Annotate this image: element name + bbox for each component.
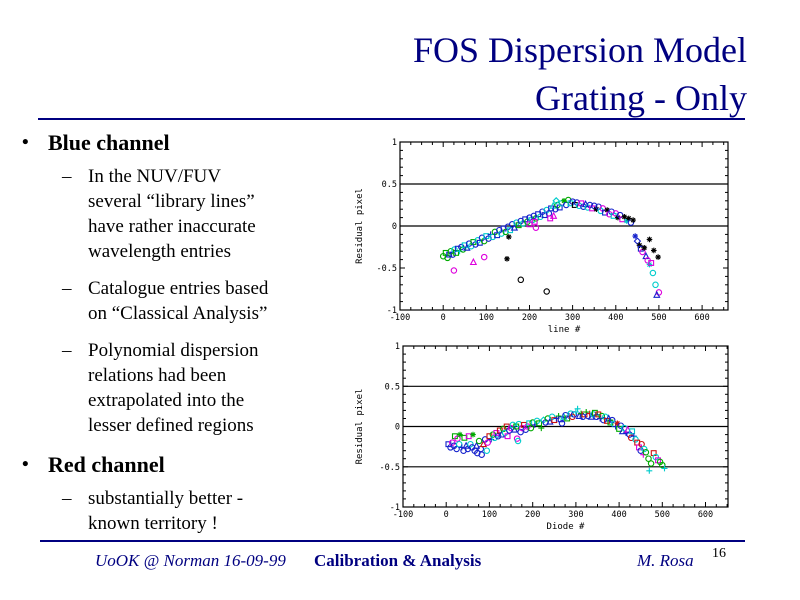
svg-text:-100: -100 xyxy=(390,313,410,323)
page-number: 16 xyxy=(712,546,726,561)
svg-text:0.5: 0.5 xyxy=(385,382,400,392)
svg-text:500: 500 xyxy=(655,510,670,520)
sub-bullet: – substantially better - known territory… xyxy=(10,486,355,536)
sub-bullet-text: In the NUV/FUV several “library lines” h… xyxy=(88,166,256,262)
svg-text:0: 0 xyxy=(392,222,397,232)
sub-bullet: – Polynomial dispersion relations had be… xyxy=(10,338,355,438)
svg-text:300: 300 xyxy=(565,313,580,323)
dash-icon: – xyxy=(62,340,72,361)
svg-text:600: 600 xyxy=(698,510,713,520)
footer-author: M. Rosa xyxy=(637,551,694,570)
svg-text:-1: -1 xyxy=(387,306,397,316)
svg-text:600: 600 xyxy=(694,313,709,323)
bullet-list: • Blue channel – In the NUV/FUV several … xyxy=(10,128,355,548)
svg-text:Diode #: Diode # xyxy=(547,522,586,532)
blue-channel-residual-scatter-plot: -100 0 100 200 300 400 500 600 1 0.5 0 -0.5 -1 line #… xyxy=(350,131,750,335)
bullet-red-channel: • Red channel xyxy=(10,450,355,480)
svg-text:-1: -1 xyxy=(390,503,400,513)
svg-text:400: 400 xyxy=(611,510,626,520)
svg-text:400: 400 xyxy=(608,313,623,323)
red-channel-residual-scatter-plot: -100 0 100 200 300 400 500 600 1 0.5 0 -0.5 -1 Diode … xyxy=(350,337,750,539)
dash-icon: – xyxy=(62,166,72,187)
svg-text:0: 0 xyxy=(441,313,446,323)
bullet-dot-icon: • xyxy=(22,454,29,475)
svg-text:300: 300 xyxy=(568,510,583,520)
footer-divider xyxy=(40,540,745,542)
svg-text:100: 100 xyxy=(482,510,497,520)
sub-bullet: – In the NUV/FUV several “library lines”… xyxy=(10,164,355,264)
svg-text:-0.5: -0.5 xyxy=(377,264,397,274)
bullet-label: Blue channel xyxy=(48,130,170,155)
svg-text:100: 100 xyxy=(479,313,494,323)
page-title: FOS Dispersion Model Grating - Only xyxy=(413,26,747,122)
dash-icon: – xyxy=(62,488,72,509)
bullet-blue-channel: • Blue channel xyxy=(10,128,355,158)
svg-text:1: 1 xyxy=(395,342,400,352)
title-line-1: FOS Dispersion Model xyxy=(412,30,747,70)
bullet-label: Red channel xyxy=(48,452,165,477)
svg-text:line #: line # xyxy=(548,325,581,335)
title-divider xyxy=(38,118,745,120)
sub-bullet: – Catalogue entries based on “Classical … xyxy=(10,276,355,326)
svg-text:-0.5: -0.5 xyxy=(380,463,400,473)
svg-text:0.5: 0.5 xyxy=(382,180,397,190)
svg-text:Residual pixel: Residual pixel xyxy=(355,389,365,465)
dash-icon: – xyxy=(62,278,72,299)
sub-bullet-text: substantially better - known territory ! xyxy=(88,488,244,534)
sub-bullet-text: Polynomial dispersion relations had been… xyxy=(88,340,259,436)
svg-text:500: 500 xyxy=(651,313,666,323)
svg-text:-100: -100 xyxy=(393,510,413,520)
svg-text:200: 200 xyxy=(525,510,540,520)
svg-text:1: 1 xyxy=(392,138,397,148)
sub-bullet-text: Catalogue entries based on “Classical An… xyxy=(88,278,269,324)
svg-text:200: 200 xyxy=(522,313,537,323)
title-line-2: Grating - Only xyxy=(535,78,747,118)
svg-text:0: 0 xyxy=(395,423,400,433)
footer-venue-date: UoOK @ Norman 16-09-99 xyxy=(95,551,286,570)
footer-session-title: Calibration & Analysis xyxy=(314,551,482,570)
svg-text:0: 0 xyxy=(444,510,449,520)
svg-text:Residual pixel: Residual pixel xyxy=(355,188,365,264)
bullet-dot-icon: • xyxy=(22,132,29,153)
